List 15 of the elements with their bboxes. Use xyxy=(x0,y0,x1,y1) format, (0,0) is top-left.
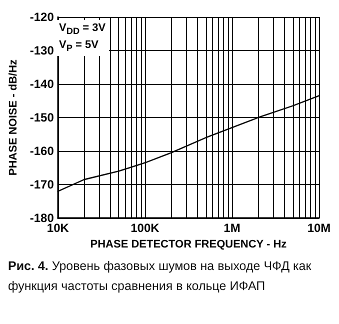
annotation: V$_{DD}$ = 3V xyxy=(59,21,106,38)
annotation: V$_{P}$ = 5V xyxy=(59,38,100,56)
text: Рис. 4. Уровень фазовых шумов на выходе ЧФД как функция частоты сравнения в кольце ИФАП xyxy=(8,258,312,295)
y-tick-label: -160 xyxy=(30,144,54,158)
x-tick-label: 1M xyxy=(224,221,240,236)
y-tick-label: -150 xyxy=(30,110,54,125)
y-tick-label: -140 xyxy=(30,77,54,92)
x-tick-label: 10K xyxy=(46,221,70,236)
x-axis-title: PHASE DETECTOR FREQUENCY - Hz xyxy=(90,238,288,250)
y-tick-label: -170 xyxy=(30,178,54,192)
x-tick-label: 10M xyxy=(307,221,331,236)
y-tick-label: -130 xyxy=(30,44,54,58)
y-tick-label: -120 xyxy=(30,10,54,24)
x-tick-label: 100K xyxy=(130,221,160,236)
y-axis-title: PHASE NOISE - dB/Hz xyxy=(8,58,20,176)
